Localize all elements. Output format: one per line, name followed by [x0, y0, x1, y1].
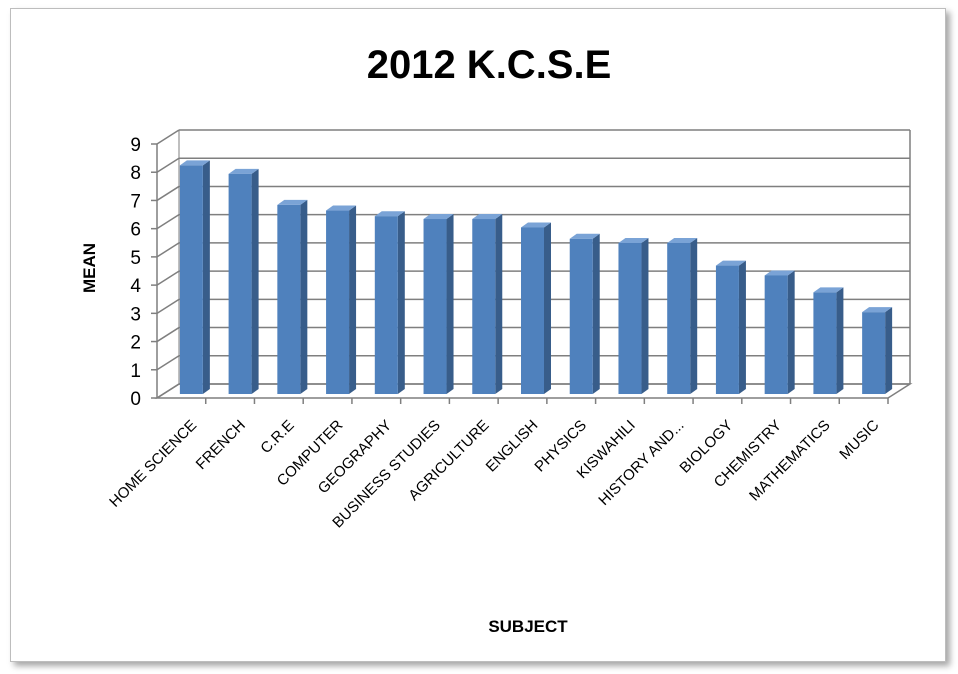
y-tick-label: 8 — [130, 163, 141, 184]
bar-front — [862, 312, 886, 394]
x-tick-label: HISTORY AND... — [595, 417, 687, 509]
y-tick-label: 7 — [130, 191, 141, 212]
x-tick-label: C.R.E — [257, 417, 297, 457]
bar-top — [326, 205, 357, 211]
y-tick-label: 0 — [130, 389, 141, 410]
bar-front — [521, 227, 544, 394]
bar-front — [618, 243, 642, 394]
bar-side — [251, 168, 259, 394]
bar-side — [690, 238, 698, 394]
gridline-diagonal — [156, 298, 180, 314]
bar-front — [277, 204, 301, 394]
bar — [569, 233, 600, 394]
bar-front — [813, 292, 837, 394]
bar-side — [836, 287, 844, 394]
bar-top — [179, 160, 210, 166]
bar — [715, 260, 746, 394]
bar — [374, 211, 405, 394]
bar-top — [862, 307, 893, 313]
bar-side — [349, 205, 357, 394]
bar-top — [228, 168, 259, 174]
bar-front — [326, 210, 350, 394]
bar-top — [374, 211, 405, 217]
y-tick-label: 4 — [130, 276, 141, 297]
bar — [326, 205, 357, 394]
bar — [423, 214, 454, 394]
bars — [179, 160, 893, 394]
x-axis-title: SUBJECT — [488, 617, 568, 636]
bar-top — [618, 238, 649, 244]
bar — [813, 287, 844, 394]
y-tick-label: 3 — [130, 304, 141, 325]
bar-top — [715, 260, 746, 266]
bar-front — [472, 219, 496, 394]
bar — [277, 199, 308, 394]
bar-side — [885, 307, 893, 394]
bar — [472, 214, 503, 394]
y-tick-label: 6 — [130, 220, 141, 241]
bar-front — [228, 173, 252, 394]
bar-front — [423, 219, 447, 394]
gridline-diagonal — [156, 185, 180, 202]
gridline-diagonal — [156, 326, 180, 343]
bar — [179, 160, 210, 394]
gridline-diagonal — [156, 129, 180, 145]
bar-top — [764, 270, 795, 276]
y-tick-label: 5 — [130, 248, 141, 269]
bar-front — [764, 275, 788, 394]
y-tick-label: 1 — [130, 361, 141, 382]
axes — [151, 130, 913, 404]
bar-top — [277, 199, 308, 205]
bar-front — [667, 243, 691, 394]
bar-top — [521, 222, 551, 228]
bar-side — [397, 211, 405, 394]
bar-side — [446, 214, 454, 394]
y-axis-title: MEAN — [80, 243, 99, 293]
bar-top — [667, 238, 698, 244]
bar — [228, 168, 259, 394]
bar-front — [569, 238, 593, 394]
bar-top — [569, 233, 600, 239]
bar-side — [641, 238, 649, 394]
bar-side — [544, 222, 551, 394]
bar-top — [472, 214, 503, 220]
bar-side — [202, 160, 210, 394]
chart-title: 2012 K.C.S.E — [367, 43, 612, 87]
gridline-diagonal — [156, 270, 180, 286]
x-tick-label: HOME SCIENCE — [106, 417, 200, 511]
bar-side — [738, 260, 746, 394]
bar-side — [300, 199, 308, 394]
bar — [521, 222, 551, 394]
bar — [764, 270, 795, 394]
bar-front — [179, 165, 203, 394]
y-tick-label: 2 — [130, 333, 141, 354]
gridline-diagonal — [156, 214, 180, 230]
gridline-diagonal — [156, 355, 180, 371]
bar — [667, 238, 698, 394]
bar-side — [787, 270, 795, 394]
bar — [862, 307, 893, 394]
x-tick-label: MUSIC — [836, 417, 882, 463]
bar-front — [715, 265, 739, 394]
y-tick-label: 9 — [130, 135, 141, 156]
gridline-diagonal — [156, 157, 180, 173]
gridline-diagonal — [156, 242, 180, 258]
bar-top — [423, 214, 454, 220]
bar-front — [374, 216, 398, 394]
x-tick-label: FRENCH — [193, 417, 249, 473]
bar-side — [495, 214, 503, 394]
bar — [618, 238, 649, 394]
x-tick-label: ENGLISH — [483, 417, 542, 476]
bar-side — [592, 233, 600, 394]
bar-top — [813, 287, 844, 293]
y-tick-labels: 0 1 2 3 4 5 6 7 8 9 — [130, 135, 141, 410]
